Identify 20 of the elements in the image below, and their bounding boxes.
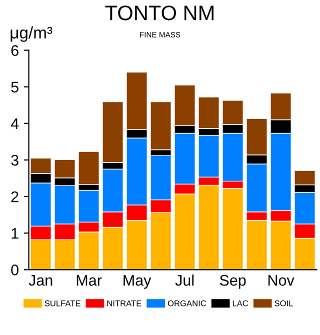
x-tick-label: Nov — [268, 275, 294, 286]
legend-label: LAC — [232, 300, 248, 306]
x-tick-label: Jan — [28, 275, 52, 286]
y-tick-label: 3 — [11, 154, 18, 166]
x-tick-label: Jul — [175, 274, 194, 286]
legend-label: SULFATE — [44, 300, 80, 306]
legend-label: ORGANIC — [168, 300, 206, 306]
y-tick-label: 5 — [11, 82, 18, 93]
x-tick-label: May — [124, 275, 152, 289]
y-tick-label: 1 — [12, 228, 18, 239]
x-tick-label: Sep — [220, 274, 246, 289]
chart-title: TONTO NM — [105, 6, 214, 20]
y-tick-label: 0 — [11, 264, 18, 276]
legend-label: SOIL — [274, 300, 293, 306]
y-tick-label: 6 — [11, 45, 18, 56]
y-tick-label: 4 — [10, 118, 19, 129]
y-axis-title: μg/m³ — [10, 26, 52, 42]
legend-label: NITRATE — [107, 300, 142, 306]
y-tick-label: 2 — [11, 191, 18, 202]
x-tick-label: Mar — [76, 275, 102, 286]
